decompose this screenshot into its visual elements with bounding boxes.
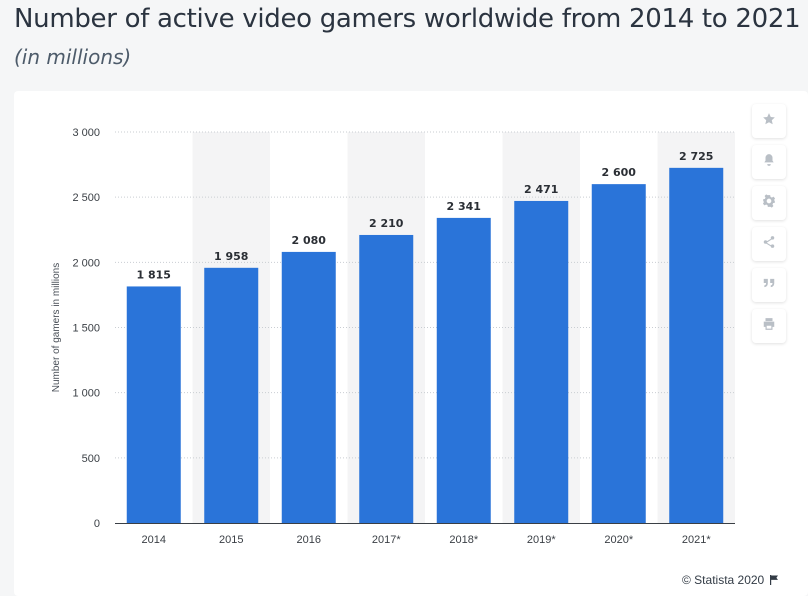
x-tick-label: 2014 (142, 534, 166, 546)
notification-button[interactable] (752, 145, 786, 179)
y-tick-label: 0 (94, 518, 100, 530)
y-tick-label: 2 000 (72, 257, 100, 269)
data-label: 2 725 (679, 150, 713, 163)
print-button[interactable] (752, 309, 786, 343)
bars (126, 167, 724, 524)
data-labels: 1 815 1 958 2 080 2 210 2 341 2 471 2 600 2 725 (137, 150, 714, 282)
y-tick-label: 2 500 (72, 192, 100, 204)
data-label: 1 958 (214, 250, 248, 263)
data-label: 1 815 (137, 268, 171, 281)
data-label: 2 341 (447, 200, 481, 213)
y-tick-label: 500 (82, 453, 100, 465)
credit-line: © Statista 2020 (682, 573, 779, 587)
share-button[interactable] (752, 227, 786, 261)
bar-2015[interactable] (204, 267, 259, 523)
y-axis-title: Number of gamers in millions (51, 263, 62, 393)
y-tick-label: 1 000 (72, 388, 100, 400)
share-icon (762, 235, 776, 253)
statista-credit-link[interactable]: © Statista 2020 (682, 573, 765, 587)
flag-icon[interactable] (769, 575, 779, 585)
bar-2020[interactable] (591, 184, 646, 523)
settings-button[interactable] (752, 186, 786, 220)
x-tick-label: 2017* (372, 534, 401, 546)
bar-2014[interactable] (126, 286, 181, 523)
favorite-button[interactable] (752, 104, 786, 138)
print-icon (762, 317, 776, 335)
y-tick-label: 3 000 (72, 127, 100, 139)
bar-2018[interactable] (436, 217, 491, 524)
x-tick-labels: 2014 2015 2016 2017* 2018* 2019* 2020* 2021* (142, 534, 712, 546)
data-label: 2 080 (292, 234, 327, 247)
x-tick-label: 2016 (297, 534, 321, 546)
page-subtitle: (in millions) (14, 45, 132, 69)
bar-2017[interactable] (359, 234, 414, 524)
x-tick-label: 2019* (527, 534, 556, 546)
bell-icon (762, 153, 776, 171)
y-tick-labels: 0 500 1 000 1 500 2 000 2 500 3 000 (72, 127, 100, 530)
x-tick-label: 2015 (219, 534, 243, 546)
gear-icon (762, 194, 776, 212)
page-title: Number of active video gamers worldwide … (14, 4, 801, 34)
x-tick-label: 2018* (449, 534, 478, 546)
quote-icon (762, 276, 776, 294)
chart-toolbar (752, 104, 786, 343)
x-tick-label: 2021* (682, 534, 711, 546)
bar-2016[interactable] (281, 251, 336, 523)
x-tick-label: 2020* (604, 534, 633, 546)
bar-2019[interactable] (514, 200, 569, 523)
star-icon (762, 112, 776, 130)
bar-2021[interactable] (669, 167, 724, 523)
data-label: 2 210 (369, 217, 404, 230)
y-tick-label: 1 500 (72, 323, 100, 335)
cite-button[interactable] (752, 268, 786, 302)
data-label: 2 471 (524, 183, 558, 196)
data-label: 2 600 (602, 166, 637, 179)
